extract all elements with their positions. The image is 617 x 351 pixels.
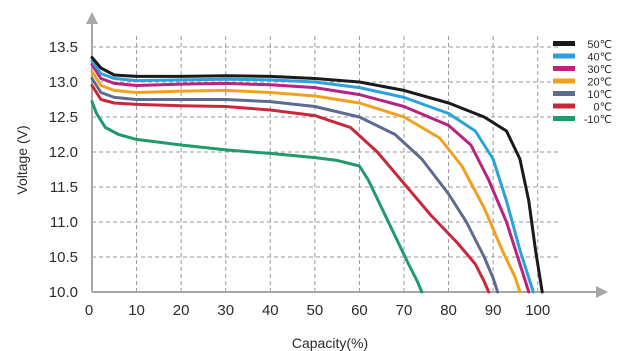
series-line-50℃: [90, 56, 544, 294]
legend: 50℃40℃30℃20℃10℃0℃-10℃: [553, 39, 612, 126]
legend-swatch: [553, 78, 575, 84]
x-tick-label: 0: [85, 302, 93, 319]
legend-label: -10℃: [584, 114, 612, 126]
y-axis-arrow-icon: [86, 12, 98, 24]
series-line-40℃: [90, 59, 535, 294]
legend-swatch: [553, 66, 575, 71]
legend-label: 20℃: [587, 77, 612, 89]
x-tick-label: 30: [217, 302, 234, 319]
y-tick-label: 11.0: [50, 214, 78, 231]
tick-labels: 0 10 20 30 40 50 60 70 80 90 100 10.0 10.5 11.0 11.5 12…: [49, 39, 550, 319]
legend-label: 0℃: [594, 102, 612, 114]
x-tick-label: 60: [351, 302, 368, 319]
y-tick-label: 12.5: [49, 109, 78, 126]
x-axis-title: Capacity(%): [292, 335, 368, 351]
y-tick-label: 12.0: [49, 144, 78, 161]
series-lines: [90, 56, 544, 294]
series-line--10℃: [90, 100, 424, 294]
legend-swatch: [553, 103, 575, 109]
x-tick-label: 40: [262, 302, 279, 319]
grid: [92, 36, 560, 292]
x-axis-arrow-icon: [596, 286, 608, 298]
x-tick-label: 20: [173, 302, 190, 319]
legend-label: 30℃: [587, 64, 612, 76]
legend-swatch: [553, 53, 575, 59]
y-tick-label: 10.0: [49, 284, 78, 301]
legend-label: 10℃: [587, 89, 612, 101]
legend-label: 40℃: [587, 52, 612, 64]
legend-swatch: [553, 41, 575, 46]
series-line-0℃: [90, 84, 491, 294]
legend-swatch: [553, 91, 575, 96]
x-tick-label: 70: [396, 302, 413, 319]
x-tick-label: 80: [440, 302, 457, 319]
x-tick-label: 50: [307, 302, 324, 319]
x-tick-label: 10: [128, 302, 145, 319]
x-tick-label: 100: [525, 302, 550, 319]
y-tick-label: 13.5: [49, 39, 78, 56]
x-tick-label: 90: [485, 302, 502, 319]
series-line-30℃: [90, 63, 531, 294]
legend-label: 50℃: [587, 39, 612, 51]
y-tick-label: 10.5: [49, 249, 78, 266]
legend-swatch: [553, 116, 575, 121]
y-axis-title: Voltage (V): [14, 125, 30, 194]
y-tick-label: 11.5: [50, 179, 78, 196]
axes: [86, 12, 608, 298]
series-line-20℃: [90, 70, 522, 294]
y-tick-label: 13.0: [49, 74, 78, 91]
series-line-10℃: [90, 77, 500, 294]
